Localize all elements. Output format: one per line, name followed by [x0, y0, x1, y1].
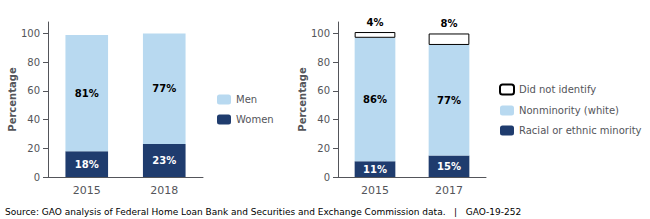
svg-text:4%: 4%: [367, 17, 384, 28]
svg-text:80: 80: [317, 57, 330, 68]
svg-text:2017: 2017: [435, 184, 463, 197]
svg-text:77%: 77%: [437, 95, 461, 106]
svg-text:40: 40: [27, 114, 40, 125]
svg-text:2015: 2015: [361, 184, 389, 197]
svg-text:Percentage: Percentage: [297, 67, 308, 132]
svg-text:80: 80: [27, 57, 40, 68]
svg-text:11%: 11%: [363, 164, 387, 175]
svg-text:Women: Women: [236, 114, 274, 125]
svg-text:0: 0: [34, 172, 40, 183]
svg-text:77%: 77%: [152, 83, 176, 94]
svg-text:60: 60: [317, 85, 330, 96]
svg-text:Racial or ethnic minority: Racial or ethnic minority: [519, 125, 642, 136]
svg-text:20: 20: [317, 143, 330, 154]
svg-text:Nonminority (white): Nonminority (white): [519, 105, 619, 116]
svg-text:23%: 23%: [152, 155, 176, 166]
svg-text:0: 0: [324, 172, 330, 183]
svg-text:2015: 2015: [73, 184, 101, 197]
svg-text:Percentage: Percentage: [7, 67, 18, 132]
svg-text:2018: 2018: [150, 184, 178, 197]
svg-text:Source: GAO analysis of Federa: Source: GAO analysis of Federal Home Loa…: [5, 207, 521, 217]
svg-text:Men: Men: [236, 94, 257, 105]
svg-text:8%: 8%: [441, 18, 458, 29]
svg-text:100: 100: [311, 28, 330, 39]
svg-text:60: 60: [27, 85, 40, 96]
svg-text:20: 20: [27, 143, 40, 154]
svg-text:Did not identify: Did not identify: [519, 84, 596, 95]
svg-text:81%: 81%: [75, 88, 99, 99]
svg-text:86%: 86%: [363, 94, 387, 105]
svg-text:18%: 18%: [75, 159, 99, 170]
svg-text:15%: 15%: [437, 161, 461, 172]
svg-text:100: 100: [21, 28, 40, 39]
svg-text:40: 40: [317, 114, 330, 125]
